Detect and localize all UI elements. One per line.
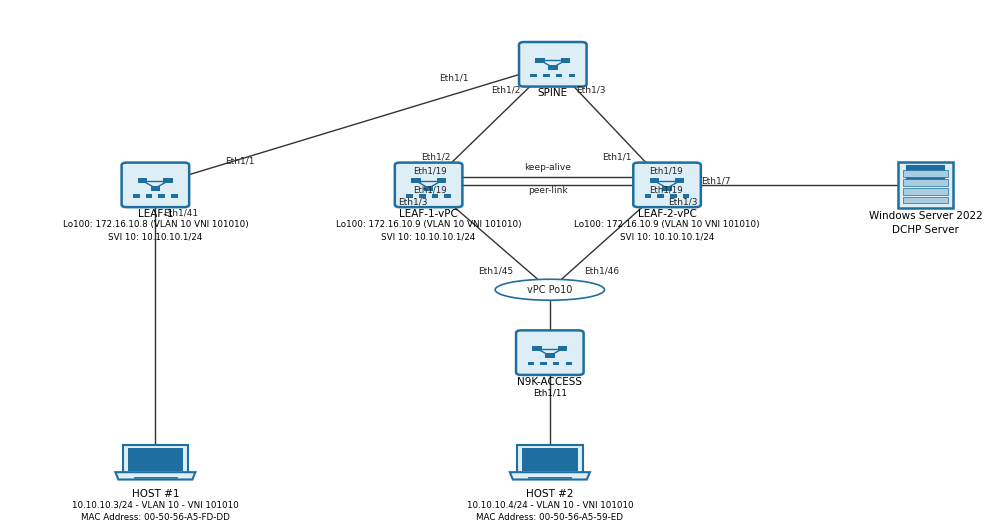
- FancyBboxPatch shape: [532, 346, 541, 351]
- FancyBboxPatch shape: [128, 448, 183, 471]
- Text: 10.10.10.4/24 - VLAN 10 - VNI 101010
MAC Address: 00-50-56-A5-59-ED: 10.10.10.4/24 - VLAN 10 - VNI 101010 MAC…: [467, 500, 633, 522]
- FancyBboxPatch shape: [151, 186, 160, 190]
- FancyBboxPatch shape: [530, 74, 537, 77]
- Text: LEAF-1: LEAF-1: [138, 209, 173, 218]
- FancyBboxPatch shape: [906, 165, 944, 180]
- FancyBboxPatch shape: [517, 445, 582, 473]
- Text: Eth1/1: Eth1/1: [602, 152, 631, 161]
- FancyBboxPatch shape: [516, 331, 583, 375]
- Text: Lo100: 172.16.10.8 (VLAN 10 VNI 101010)
SVI 10: 10.10.10.1/24: Lo100: 172.16.10.8 (VLAN 10 VNI 101010) …: [63, 220, 249, 242]
- FancyBboxPatch shape: [552, 362, 559, 366]
- FancyBboxPatch shape: [682, 194, 689, 198]
- Text: Eth1/11: Eth1/11: [532, 388, 566, 397]
- FancyBboxPatch shape: [897, 161, 953, 208]
- Text: Lo100: 172.16.10.9 (VLAN 10 VNI 101010)
SVI 10: 10.10.10.1/24: Lo100: 172.16.10.9 (VLAN 10 VNI 101010) …: [574, 220, 760, 242]
- Text: vPC Po10: vPC Po10: [527, 285, 572, 295]
- FancyBboxPatch shape: [133, 194, 140, 198]
- FancyBboxPatch shape: [535, 58, 544, 63]
- FancyBboxPatch shape: [902, 170, 948, 177]
- FancyBboxPatch shape: [902, 197, 948, 204]
- FancyBboxPatch shape: [445, 194, 451, 198]
- FancyBboxPatch shape: [565, 362, 572, 366]
- FancyBboxPatch shape: [159, 194, 165, 198]
- FancyBboxPatch shape: [395, 162, 463, 207]
- Text: Eth1/3: Eth1/3: [399, 197, 429, 206]
- Text: HOST #1: HOST #1: [132, 489, 179, 499]
- FancyBboxPatch shape: [407, 194, 413, 198]
- Polygon shape: [115, 472, 196, 479]
- Text: Eth1/3: Eth1/3: [668, 197, 697, 206]
- FancyBboxPatch shape: [633, 162, 701, 207]
- Text: Eth1/19: Eth1/19: [649, 186, 682, 195]
- FancyBboxPatch shape: [548, 65, 557, 70]
- FancyBboxPatch shape: [171, 194, 178, 198]
- FancyBboxPatch shape: [412, 178, 421, 184]
- Text: Eth1/7: Eth1/7: [701, 176, 730, 185]
- Text: keep-alive: keep-alive: [524, 163, 571, 172]
- Text: HOST #2: HOST #2: [526, 489, 573, 499]
- FancyBboxPatch shape: [424, 186, 434, 190]
- FancyBboxPatch shape: [560, 58, 570, 63]
- FancyBboxPatch shape: [123, 445, 188, 473]
- FancyBboxPatch shape: [527, 362, 534, 366]
- FancyBboxPatch shape: [432, 194, 439, 198]
- Text: Eth1/19: Eth1/19: [413, 167, 447, 176]
- Text: Eth1/41: Eth1/41: [163, 208, 198, 217]
- Text: SPINE: SPINE: [537, 88, 567, 98]
- Text: Eth1/1: Eth1/1: [439, 74, 469, 83]
- FancyBboxPatch shape: [557, 346, 567, 351]
- Text: LEAF-1-vPC: LEAF-1-vPC: [400, 209, 459, 218]
- Text: Lo100: 172.16.10.9 (VLAN 10 VNI 101010)
SVI 10: 10.10.10.1/24: Lo100: 172.16.10.9 (VLAN 10 VNI 101010) …: [336, 220, 521, 242]
- Text: Eth1/1: Eth1/1: [225, 156, 255, 165]
- Text: Eth1/2: Eth1/2: [422, 152, 451, 161]
- FancyBboxPatch shape: [138, 178, 148, 184]
- Polygon shape: [509, 472, 589, 479]
- FancyBboxPatch shape: [519, 42, 586, 87]
- Text: Eth1/19: Eth1/19: [649, 167, 682, 176]
- FancyBboxPatch shape: [662, 186, 671, 190]
- FancyBboxPatch shape: [437, 178, 446, 184]
- FancyBboxPatch shape: [902, 179, 948, 186]
- FancyBboxPatch shape: [555, 74, 562, 77]
- Text: Windows Server 2022
DCHP Server: Windows Server 2022 DCHP Server: [868, 212, 982, 235]
- FancyBboxPatch shape: [644, 194, 651, 198]
- Text: N9K-ACCESS: N9K-ACCESS: [517, 377, 582, 387]
- FancyBboxPatch shape: [543, 74, 549, 77]
- FancyBboxPatch shape: [670, 194, 676, 198]
- FancyBboxPatch shape: [122, 162, 189, 207]
- FancyBboxPatch shape: [568, 74, 575, 77]
- FancyBboxPatch shape: [540, 362, 546, 366]
- Text: peer-link: peer-link: [528, 186, 567, 195]
- FancyBboxPatch shape: [146, 194, 153, 198]
- Text: Eth1/3: Eth1/3: [576, 86, 606, 95]
- FancyBboxPatch shape: [675, 178, 684, 184]
- Text: Eth1/2: Eth1/2: [491, 86, 520, 95]
- FancyBboxPatch shape: [902, 188, 948, 195]
- Text: Eth1/19: Eth1/19: [413, 186, 447, 195]
- Text: Eth1/46: Eth1/46: [584, 267, 619, 276]
- Ellipse shape: [496, 279, 604, 300]
- FancyBboxPatch shape: [545, 353, 554, 358]
- Text: 10.10.10.3/24 - VLAN 10 - VNI 101010
MAC Address: 00-50-56-A5-FD-DD: 10.10.10.3/24 - VLAN 10 - VNI 101010 MAC…: [72, 500, 239, 522]
- FancyBboxPatch shape: [657, 194, 664, 198]
- FancyBboxPatch shape: [649, 178, 659, 184]
- FancyBboxPatch shape: [419, 194, 426, 198]
- Text: LEAF-2-vPC: LEAF-2-vPC: [637, 209, 696, 218]
- FancyBboxPatch shape: [163, 178, 173, 184]
- FancyBboxPatch shape: [522, 448, 577, 471]
- Text: Eth1/45: Eth1/45: [478, 267, 513, 276]
